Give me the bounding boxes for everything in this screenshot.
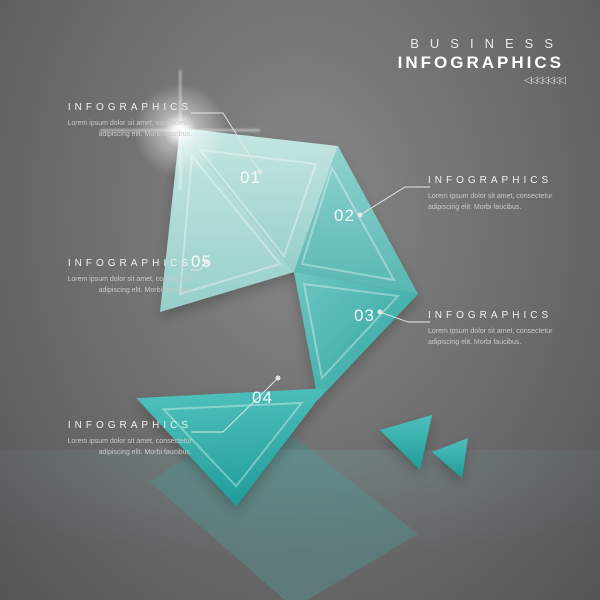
callout-02: INFOGRAPHICS Lorem ipsum dolor sit amet,…	[428, 175, 578, 213]
callout-04: INFOGRAPHICS Lorem ipsum dolor sit amet,…	[42, 420, 192, 458]
callout-01-title: INFOGRAPHICS	[42, 102, 192, 113]
segment-03	[294, 272, 418, 400]
num-01: 01	[240, 168, 261, 188]
callout-01: INFOGRAPHICS Lorem ipsum dolor sit amet,…	[42, 102, 192, 140]
callout-02-title: INFOGRAPHICS	[428, 175, 578, 186]
callout-04-body: Lorem ipsum dolor sit amet, consectetur …	[42, 437, 192, 458]
num-04: 04	[252, 388, 273, 408]
infographic-stage: BUSINESS INFOGRAPHICS ◁◁◁◁◁◁◁	[0, 0, 600, 600]
triangle-cluster	[0, 0, 600, 600]
callout-02-body: Lorem ipsum dolor sit amet, consectetur …	[428, 192, 578, 213]
num-05: 05	[191, 252, 212, 272]
callout-04-title: INFOGRAPHICS	[42, 420, 192, 431]
callout-05-body: Lorem ipsum dolor sit amet, consectetur …	[42, 275, 192, 296]
callout-03: INFOGRAPHICS Lorem ipsum dolor sit amet,…	[428, 310, 578, 348]
callout-05-title: INFOGRAPHICS	[42, 258, 192, 269]
callout-03-body: Lorem ipsum dolor sit amet, consectetur …	[428, 327, 578, 348]
callout-03-title: INFOGRAPHICS	[428, 310, 578, 321]
num-02: 02	[334, 206, 355, 226]
callout-01-body: Lorem ipsum dolor sit amet, consectetur …	[42, 119, 192, 140]
num-03: 03	[354, 306, 375, 326]
callout-05: INFOGRAPHICS Lorem ipsum dolor sit amet,…	[42, 258, 192, 296]
